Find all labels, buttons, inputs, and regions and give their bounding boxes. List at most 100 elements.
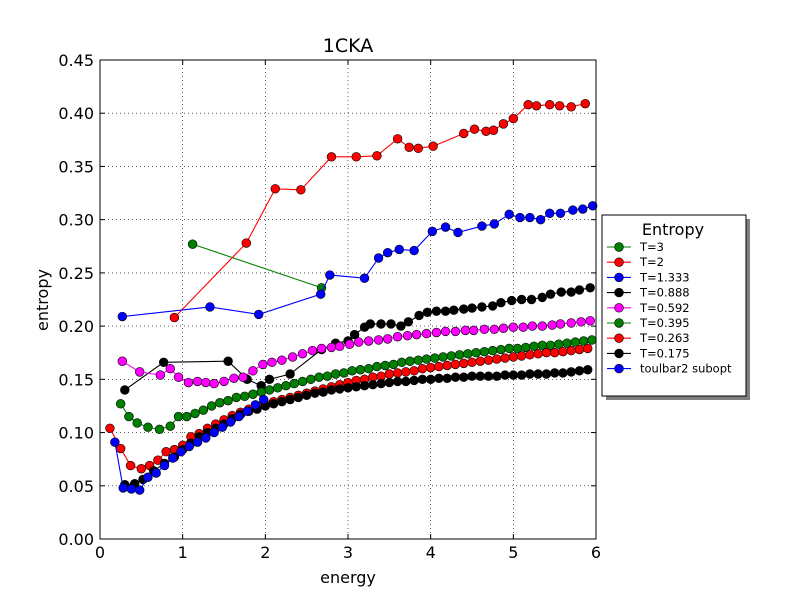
data-point bbox=[498, 323, 509, 333]
data-point bbox=[508, 322, 519, 332]
data-point bbox=[500, 370, 510, 380]
legend-entry: T=0.888 bbox=[607, 286, 690, 300]
data-point bbox=[169, 312, 180, 323]
data-point bbox=[549, 348, 560, 358]
data-point bbox=[440, 222, 451, 232]
data-point bbox=[492, 371, 502, 381]
data-point bbox=[325, 270, 335, 280]
data-point bbox=[134, 367, 145, 377]
data-point bbox=[487, 301, 498, 311]
data-point bbox=[568, 205, 578, 215]
data-point bbox=[373, 253, 384, 263]
data-point bbox=[440, 326, 451, 337]
series-4 bbox=[120, 283, 595, 395]
data-point bbox=[422, 307, 433, 317]
data-point bbox=[504, 343, 514, 354]
data-point bbox=[165, 421, 175, 431]
series-6 bbox=[115, 335, 597, 435]
data-point bbox=[219, 376, 229, 387]
legend-entry: T=0.175 bbox=[607, 346, 690, 360]
data-point bbox=[120, 385, 130, 395]
data-point bbox=[242, 406, 252, 416]
legend-entry: T=0.592 bbox=[607, 301, 690, 315]
data-point bbox=[184, 441, 194, 452]
legend-marker bbox=[614, 303, 624, 313]
legend-label: T=0.592 bbox=[639, 301, 690, 315]
data-point bbox=[488, 125, 499, 135]
data-point bbox=[541, 348, 552, 358]
data-point bbox=[450, 372, 461, 382]
data-point bbox=[566, 287, 576, 297]
legend-entries: T=3T=2T=1.333 T=0.888T=0.592T=0.395T=0.26… bbox=[607, 240, 732, 376]
data-point bbox=[450, 359, 461, 370]
data-point bbox=[566, 367, 576, 377]
data-point bbox=[442, 360, 452, 371]
data-point bbox=[264, 374, 275, 385]
data-point bbox=[537, 292, 547, 303]
data-point bbox=[382, 247, 393, 258]
data-point bbox=[492, 354, 502, 364]
data-point bbox=[339, 368, 349, 378]
series-3 bbox=[117, 201, 598, 322]
data-point bbox=[516, 294, 527, 305]
data-point bbox=[310, 388, 320, 398]
data-point bbox=[396, 321, 406, 331]
legend-marker bbox=[614, 333, 624, 343]
data-point bbox=[454, 350, 465, 360]
data-point bbox=[554, 101, 565, 111]
series-9 bbox=[110, 394, 269, 495]
x-tick-label: 3 bbox=[343, 543, 353, 562]
legend-entry: toulbar2 subopt bbox=[607, 362, 732, 376]
data-point bbox=[427, 226, 438, 237]
data-point bbox=[159, 460, 170, 471]
legend-marker bbox=[614, 348, 624, 359]
data-point bbox=[547, 320, 557, 330]
data-point bbox=[330, 369, 341, 379]
legend-entry: T=0.395 bbox=[607, 316, 690, 330]
data-point bbox=[446, 351, 457, 361]
data-point bbox=[525, 369, 535, 379]
data-point bbox=[351, 382, 361, 392]
x-tick-label: 4 bbox=[426, 543, 436, 562]
data-point bbox=[326, 152, 337, 162]
data-point bbox=[533, 369, 543, 379]
data-point bbox=[574, 344, 585, 355]
y-tick-label: 0.00 bbox=[58, 530, 94, 549]
data-point bbox=[206, 401, 217, 411]
data-point bbox=[587, 201, 598, 211]
data-point bbox=[117, 356, 128, 366]
data-point bbox=[450, 326, 461, 337]
data-point bbox=[168, 453, 178, 463]
data-point bbox=[143, 422, 153, 432]
data-point bbox=[425, 362, 436, 373]
x-tick-label: 1 bbox=[178, 543, 188, 562]
legend-label: toulbar2 subopt bbox=[640, 362, 732, 376]
data-point bbox=[335, 341, 345, 352]
data-point bbox=[376, 319, 386, 329]
data-point bbox=[585, 316, 595, 326]
data-point bbox=[578, 204, 588, 214]
data-point bbox=[475, 371, 485, 381]
data-point bbox=[469, 124, 480, 134]
data-point bbox=[250, 400, 261, 410]
data-point bbox=[434, 373, 444, 383]
legend-marker bbox=[614, 257, 624, 267]
data-point bbox=[158, 357, 169, 367]
data-point bbox=[409, 245, 419, 256]
data-point bbox=[326, 385, 337, 395]
data-point bbox=[556, 287, 566, 297]
data-point bbox=[523, 100, 533, 110]
data-point bbox=[498, 119, 509, 129]
data-point bbox=[431, 306, 442, 316]
data-point bbox=[558, 346, 568, 357]
legend-title: Entropy bbox=[642, 220, 704, 239]
data-point bbox=[187, 239, 198, 249]
data-point bbox=[223, 395, 233, 406]
data-point bbox=[394, 244, 404, 255]
data-point bbox=[421, 328, 432, 339]
data-point bbox=[248, 389, 258, 399]
data-point bbox=[165, 363, 175, 374]
legend-label: T=1.333 bbox=[639, 270, 690, 284]
data-point bbox=[459, 358, 469, 369]
